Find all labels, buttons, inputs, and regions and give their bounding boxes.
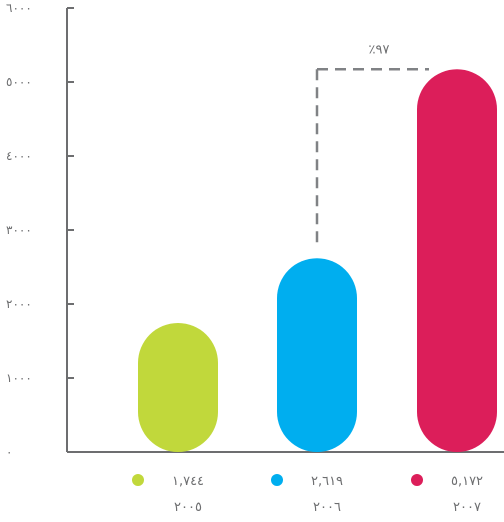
y-tick-label: ٥٠٠٠ <box>6 75 32 89</box>
x-tick-label: ٢٠٠٥ <box>174 500 202 515</box>
y-tick-label: ٣٠٠٠ <box>6 223 32 237</box>
data-label: ٥,١٧٢ <box>451 474 483 489</box>
annotation-group: ٪٩٧ <box>315 42 429 243</box>
bar <box>277 258 357 452</box>
x-tick-label: ٢٠٠٦ <box>313 500 341 515</box>
y-tick-label: ١٠٠٠ <box>6 371 32 385</box>
annotation-label: ٪٩٧ <box>369 42 390 57</box>
x-tick-label: ٢٠٠٧ <box>453 500 481 515</box>
legend-dot <box>132 474 144 486</box>
data-label: ٢,٦١٩ <box>311 474 343 489</box>
bar <box>417 69 497 452</box>
legend-group: ١,٧٤٤ ٢٠٠٥ ٢,٦١٩ ٢٠٠٦ ٥,١٧٢ ٢٠٠٧ <box>132 474 483 515</box>
y-tick-label: ٢٠٠٠ <box>6 297 32 311</box>
legend-dot <box>411 474 423 486</box>
axes-group: ٠ ١٠٠٠ ٢٠٠٠ ٣٠٠٠ ٤٠٠٠ ٥٠٠٠ ٦٠٠٠ <box>6 1 504 459</box>
y-tick-label: ٤٠٠٠ <box>6 149 32 163</box>
y-tick-label: ٠ <box>6 445 12 459</box>
bar <box>138 322 218 452</box>
bars-group <box>138 69 497 452</box>
data-label: ١,٧٤٤ <box>172 474 204 489</box>
legend-dot <box>271 474 283 486</box>
y-tick-label: ٦٠٠٠ <box>6 1 32 15</box>
